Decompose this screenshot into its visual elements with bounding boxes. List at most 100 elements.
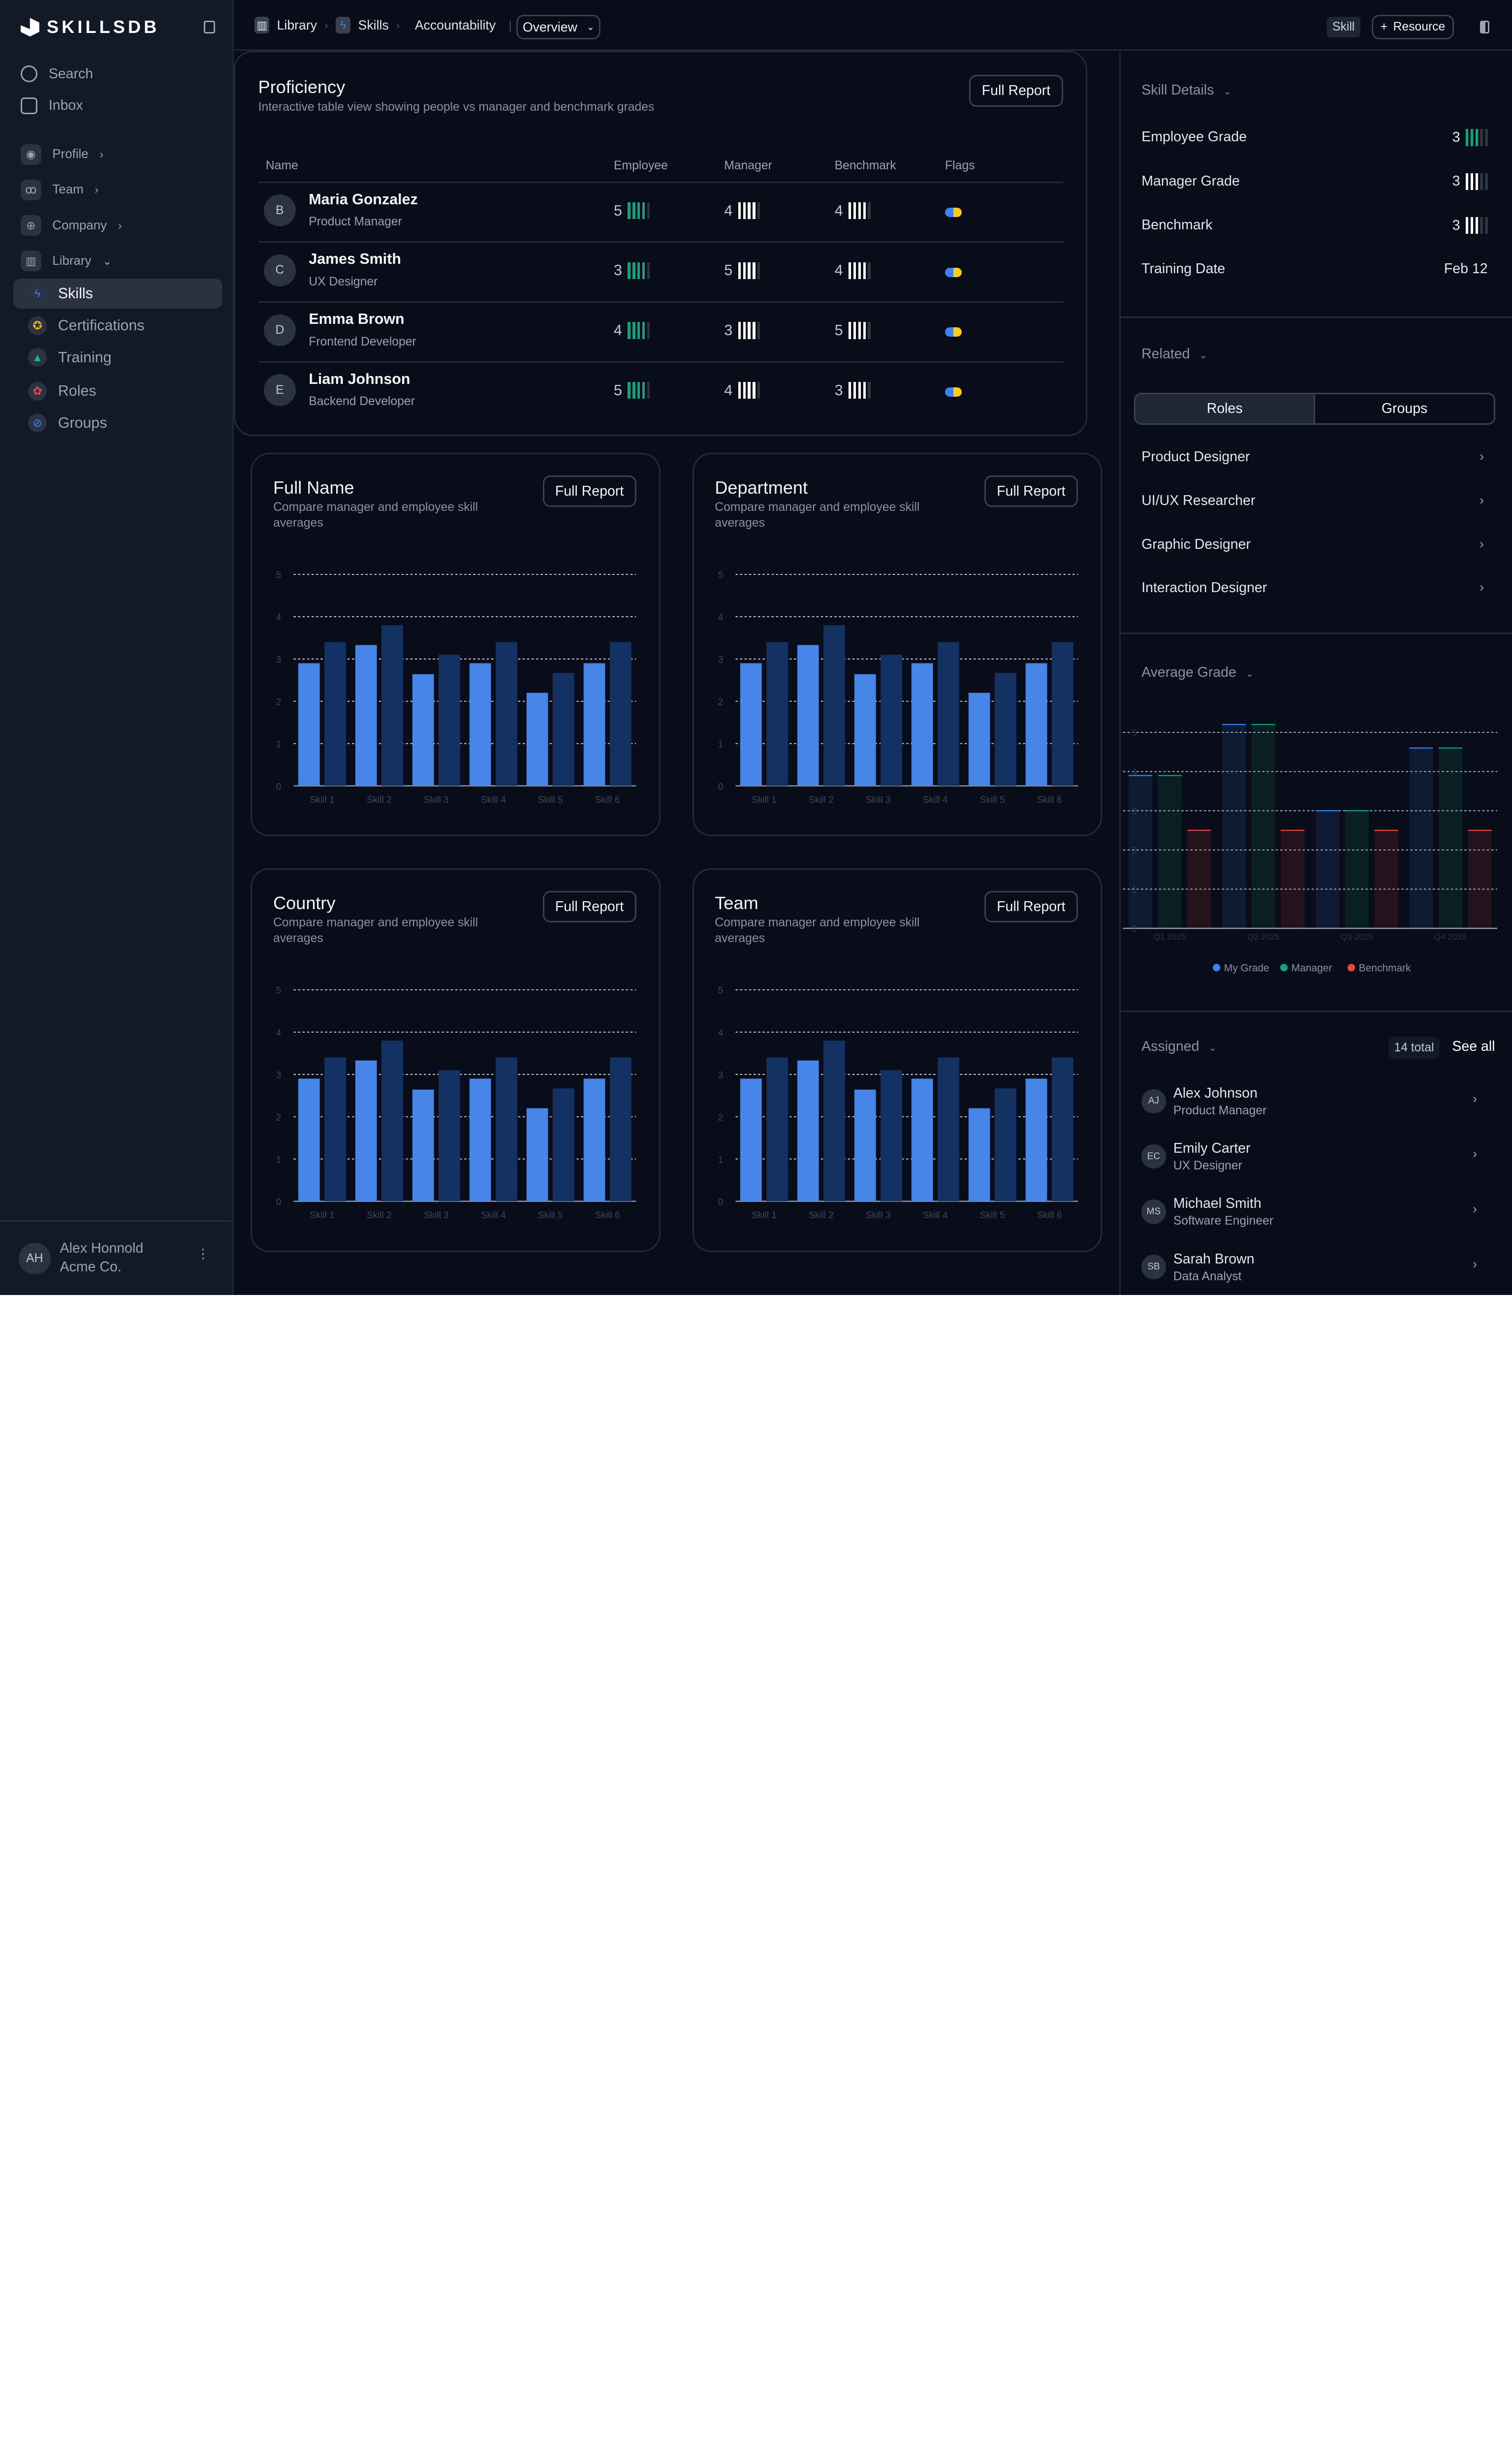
column-header-name[interactable]: Name: [265, 159, 298, 173]
bar[interactable]: [553, 1088, 575, 1201]
bar[interactable]: [880, 1070, 902, 1201]
bar[interactable]: [1409, 748, 1433, 928]
more-vertical-icon[interactable]: ⋮: [196, 1246, 210, 1262]
legend-label[interactable]: Benchmark: [1358, 962, 1411, 974]
column-header-benchmark[interactable]: Benchmark: [834, 159, 896, 173]
bar[interactable]: [381, 1041, 404, 1201]
bar[interactable]: [553, 673, 575, 786]
person-name[interactable]: Sarah Brown: [1173, 1251, 1255, 1267]
bar[interactable]: [937, 1057, 959, 1201]
bar[interactable]: [527, 1108, 548, 1201]
bar[interactable]: [766, 642, 788, 786]
chevron-right-icon[interactable]: ›: [1473, 1146, 1478, 1161]
bar[interactable]: [994, 1088, 1016, 1201]
bar[interactable]: [994, 673, 1016, 786]
column-header-flags[interactable]: Flags: [945, 159, 975, 173]
sidebar-item-company[interactable]: ⊕ Company ›: [20, 215, 122, 236]
bar[interactable]: [1187, 830, 1211, 928]
bar[interactable]: [527, 693, 548, 786]
bar[interactable]: [1345, 810, 1369, 928]
breadcrumb-accountability[interactable]: Accountability: [414, 17, 496, 32]
person-name[interactable]: Emily Carter: [1173, 1140, 1251, 1157]
person-name[interactable]: Alex Johnson: [1173, 1085, 1258, 1102]
bar[interactable]: [298, 1078, 320, 1201]
panel-toggle-icon[interactable]: [1480, 20, 1490, 34]
flag-icon[interactable]: [945, 387, 962, 397]
view-select[interactable]: Overview ⌄: [516, 15, 601, 39]
bar[interactable]: [584, 1078, 605, 1201]
bar[interactable]: [439, 655, 461, 786]
sidebar-item-team[interactable]: ꝏ Team ›: [20, 179, 98, 200]
related-header[interactable]: Related ⌄: [1141, 346, 1207, 362]
bar[interactable]: [610, 642, 632, 786]
user-info[interactable]: Alex Honnold Acme Co.: [60, 1239, 144, 1276]
bar[interactable]: [880, 655, 902, 786]
average-grade-header[interactable]: Average Grade ⌄: [1141, 664, 1254, 681]
bar[interactable]: [470, 1078, 492, 1201]
person-name[interactable]: James Smith: [309, 251, 401, 268]
bar[interactable]: [324, 642, 346, 786]
legend-label[interactable]: Manager: [1291, 962, 1332, 974]
bar[interactable]: [298, 663, 320, 786]
bar[interactable]: [610, 1057, 632, 1201]
logo[interactable]: SKILLSDB: [20, 17, 159, 37]
chevron-right-icon[interactable]: ›: [1473, 1201, 1478, 1216]
sidebar-item-training[interactable]: ▲ Training: [28, 348, 112, 367]
sidebar-item-search[interactable]: Search: [20, 65, 93, 83]
bar[interactable]: [854, 1090, 876, 1201]
sidebar-item-inbox[interactable]: Inbox: [20, 97, 83, 114]
sidebar-toggle-icon[interactable]: [204, 20, 216, 34]
bar[interactable]: [1280, 830, 1304, 928]
bar[interactable]: [911, 663, 933, 786]
bar[interactable]: [854, 674, 876, 786]
bar[interactable]: [1051, 1057, 1073, 1201]
bar[interactable]: [355, 645, 378, 786]
bar[interactable]: [797, 1060, 819, 1201]
sidebar-item-roles[interactable]: ✿ Roles: [28, 381, 96, 401]
bar[interactable]: [439, 1070, 461, 1201]
bar[interactable]: [1315, 810, 1339, 928]
sidebar-item-skills[interactable]: ϟ Skills: [28, 284, 93, 303]
bar[interactable]: [1251, 724, 1275, 928]
bar[interactable]: [412, 674, 435, 786]
related-role-item[interactable]: Product Designer ›: [1141, 449, 1484, 465]
bar[interactable]: [968, 693, 990, 786]
bar[interactable]: [470, 663, 492, 786]
sidebar-item-library[interactable]: ▥ Library ⌄: [20, 251, 112, 272]
user-avatar[interactable]: AH: [19, 1242, 51, 1275]
person-name[interactable]: Maria Gonzalez: [309, 190, 418, 208]
sidebar-item-groups[interactable]: ⊘ Groups: [28, 413, 107, 433]
column-header-employee[interactable]: Employee: [614, 159, 668, 173]
related-role-item[interactable]: UI/UX Researcher ›: [1141, 493, 1484, 509]
full-report-button[interactable]: Full Report: [542, 890, 636, 923]
bar[interactable]: [381, 625, 404, 786]
bar[interactable]: [937, 642, 959, 786]
tab-roles[interactable]: Roles: [1135, 394, 1316, 424]
sidebar-item-profile[interactable]: ◉ Profile ›: [20, 144, 103, 165]
full-report-button[interactable]: Full Report: [984, 890, 1078, 923]
bar[interactable]: [1051, 642, 1073, 786]
breadcrumb-skills[interactable]: Skills: [358, 17, 389, 32]
flag-icon[interactable]: [945, 208, 962, 218]
bar[interactable]: [1468, 830, 1492, 928]
person-name[interactable]: Michael Smith: [1173, 1196, 1261, 1212]
bar[interactable]: [1222, 724, 1246, 928]
flag-icon[interactable]: [945, 267, 962, 277]
bar[interactable]: [412, 1090, 435, 1201]
person-name[interactable]: Emma Brown: [309, 311, 405, 328]
bar[interactable]: [1128, 775, 1152, 928]
related-role-item[interactable]: Graphic Designer ›: [1141, 536, 1484, 553]
skill-details-header[interactable]: Skill Details ⌄: [1141, 82, 1231, 98]
full-report-button[interactable]: Full Report: [542, 475, 636, 507]
sidebar-item-certifications[interactable]: ✪ Certifications: [28, 316, 145, 335]
bar[interactable]: [740, 663, 762, 786]
person-name[interactable]: Liam Johnson: [309, 370, 410, 387]
assigned-header[interactable]: Assigned ⌄: [1141, 1039, 1216, 1055]
chevron-right-icon[interactable]: ›: [1473, 1257, 1478, 1272]
bar[interactable]: [766, 1057, 788, 1201]
bar[interactable]: [1438, 748, 1462, 928]
bar[interactable]: [1025, 663, 1047, 786]
bar[interactable]: [496, 1057, 518, 1201]
bar[interactable]: [740, 1078, 762, 1201]
bar[interactable]: [797, 645, 819, 786]
